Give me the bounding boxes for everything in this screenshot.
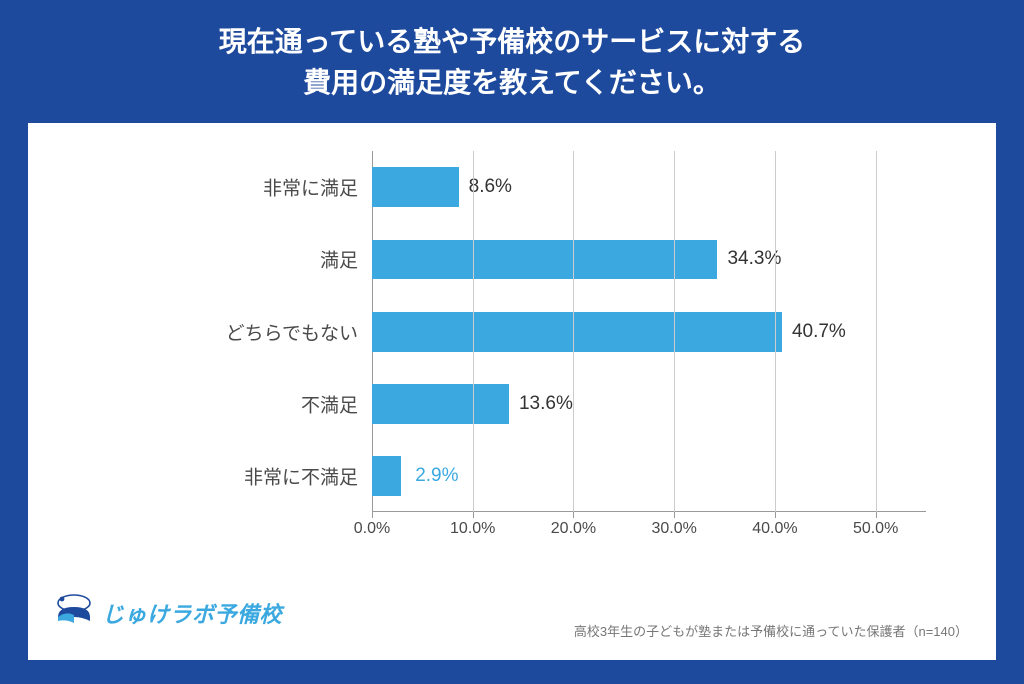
- title-line-1: 現在通っている塾や予備校のサービスに対する: [20, 22, 1004, 63]
- x-tick: [775, 512, 776, 518]
- bar: [372, 312, 782, 352]
- gridline: [573, 151, 574, 512]
- title-area: 現在通っている塾や予備校のサービスに対する 費用の満足度を教えてください。: [0, 0, 1024, 123]
- bar-row: 不満足13.6%: [372, 384, 926, 424]
- title-line-2: 費用の満足度を教えてください。: [20, 63, 1004, 104]
- value-label: 34.3%: [727, 248, 781, 270]
- x-tick-label: 10.0%: [450, 520, 495, 538]
- x-tick: [372, 512, 373, 518]
- value-label: 13.6%: [519, 393, 573, 415]
- x-tick: [473, 512, 474, 518]
- category-label: 満足: [320, 246, 358, 273]
- plot-region: 非常に満足8.6% 満足34.3% どちらでもない40.7% 不満足13.6% 非常に不…: [372, 151, 926, 512]
- value-label: 40.7%: [792, 321, 846, 343]
- x-tick-label: 0.0%: [354, 520, 390, 538]
- brand-logo: じゅけラボ予備校: [54, 593, 282, 632]
- x-tick-label: 30.0%: [651, 520, 696, 538]
- x-tick: [573, 512, 574, 518]
- bar: [372, 456, 401, 496]
- bar: [372, 384, 509, 424]
- bar-row: 非常に不満足2.9%: [372, 456, 926, 496]
- x-tick: [876, 512, 877, 518]
- gridline: [876, 151, 877, 512]
- gridline: [775, 151, 776, 512]
- chart-area: 非常に満足8.6%満足34.3%どちらでもない40.7%不満足13.6%非常に不…: [118, 151, 926, 540]
- book-icon: [54, 593, 94, 632]
- bar: [372, 240, 717, 280]
- x-tick: [674, 512, 675, 518]
- category-label: どちらでもない: [226, 318, 358, 345]
- brand-logo-text: じゅけラボ予備校: [102, 597, 282, 629]
- sample-note: 高校3年生の子どもが塾または予備校に通っていた保護者（n=140）: [574, 621, 968, 640]
- bar-row: どちらでもない40.7%: [372, 312, 926, 352]
- outer-frame: 現在通っている塾や予備校のサービスに対する 費用の満足度を教えてください。 非常…: [0, 0, 1024, 684]
- category-label: 不満足: [301, 390, 358, 417]
- x-tick-label: 50.0%: [853, 520, 898, 538]
- x-tick-label: 20.0%: [551, 520, 596, 538]
- bar: [372, 167, 459, 207]
- bar-row: 非常に満足8.6%: [372, 167, 926, 207]
- gridline: [473, 151, 474, 512]
- category-label: 非常に不満足: [244, 463, 358, 490]
- chart-panel: 非常に満足8.6%満足34.3%どちらでもない40.7%不満足13.6%非常に不…: [28, 123, 996, 660]
- x-tick-label: 40.0%: [752, 520, 797, 538]
- bar-row: 満足34.3%: [372, 240, 926, 280]
- value-label: 2.9%: [415, 465, 458, 487]
- gridline: [674, 151, 675, 512]
- value-label: 8.6%: [469, 176, 512, 198]
- panel-footer: じゅけラボ予備校 高校3年生の子どもが塾または予備校に通っていた保護者（n=14…: [28, 588, 996, 660]
- category-label: 非常に満足: [263, 174, 358, 201]
